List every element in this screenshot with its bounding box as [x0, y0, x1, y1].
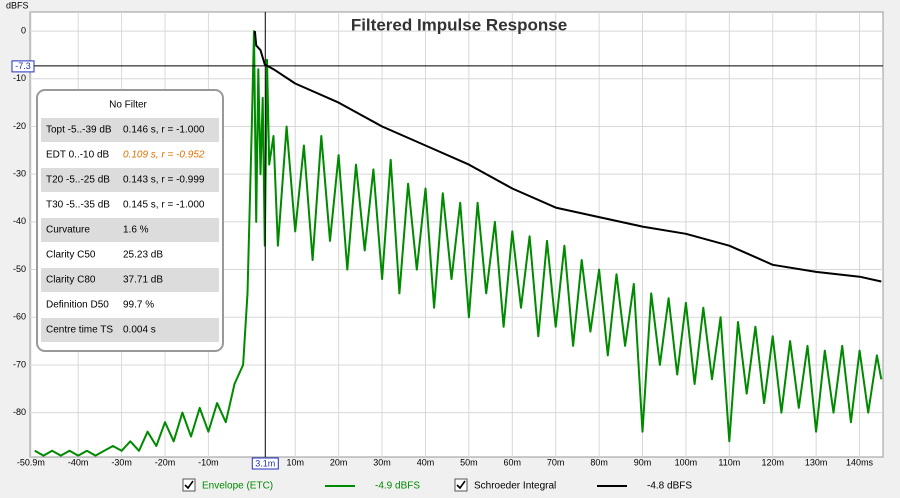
legend-readout: -4.9 dBFS	[375, 481, 420, 492]
y-tick-label: -20	[13, 121, 26, 131]
x-tick-label: 130m	[805, 457, 828, 467]
grid	[30, 12, 883, 457]
row-value: 0.145 s, r = -1.000	[123, 200, 205, 211]
x-tick-label: 10m	[286, 457, 304, 467]
legend-checkbox[interactable]	[182, 478, 196, 492]
legend-label: Envelope (ETC)	[202, 481, 273, 492]
row-label: T20 -5..-25 dB	[46, 175, 110, 186]
row-value: 37.71 dB	[123, 275, 163, 286]
table-title: No Filter	[109, 100, 147, 111]
y-tick-label: -60	[13, 312, 26, 322]
y-tick-label: 0	[21, 25, 26, 35]
row-value: 0.004 s	[123, 325, 156, 336]
x-tick-label: 20m	[330, 457, 348, 467]
cursor-x-box	[251, 457, 279, 470]
row-label: Definition D50	[46, 300, 109, 311]
row-label: Clarity C50	[46, 250, 96, 261]
x-tick-label: -30m	[111, 457, 132, 467]
x-tick-label: -10m	[198, 457, 219, 467]
x-tick-label: -40m	[68, 457, 89, 467]
legend-label: Schroeder Integral	[474, 481, 556, 492]
series-line	[34, 30, 883, 457]
x-tick-label: 110m	[718, 457, 740, 467]
row-value: 0.109 s, r = -0.952	[123, 150, 205, 161]
table-row-bg	[41, 168, 219, 192]
legend-check	[184, 480, 194, 490]
x-tick-label: -50.9m	[17, 457, 45, 467]
legend-check	[456, 480, 466, 490]
x-tick-label: 50m	[460, 457, 478, 467]
table-row-bg	[41, 268, 219, 292]
results-table: No Filter Topt -5..-39 dB 0.146 s, r = -1.…	[36, 89, 224, 352]
y-tick-label: -10	[13, 73, 26, 83]
x-tick-label: 60m	[504, 457, 522, 467]
row-value: 0.143 s, r = -0.999	[123, 175, 205, 186]
table-row-bg	[41, 218, 219, 242]
x-tick-label: 80m	[590, 457, 608, 467]
row-label: Topt -5..-39 dB	[46, 125, 112, 136]
x-tick-label: 120m	[761, 457, 784, 467]
row-value: 1.6 %	[123, 225, 149, 236]
y-tick-label: -50	[13, 264, 26, 274]
row-value: 25.23 dB	[123, 250, 163, 261]
x-tick-label: 90m	[634, 457, 652, 467]
cursor-x-label: 3.1m	[255, 458, 275, 468]
legend: Envelope (ETC) -4.9 dBFS Schroeder Integra…	[182, 478, 692, 492]
y-tick-label: -30	[13, 169, 26, 179]
x-tick-label: 70m	[547, 457, 565, 467]
legend-checkbox[interactable]	[454, 478, 468, 492]
cursor-y-box	[11, 60, 35, 73]
x-tick-label: 30m	[373, 457, 391, 467]
x-tick-label: -20m	[155, 457, 176, 467]
y-tick-label: -40	[13, 216, 26, 226]
x-tick-label: 40m	[417, 457, 435, 467]
legend-readout: -4.8 dBFS	[647, 481, 692, 492]
x-tick-label: 140ms	[846, 457, 874, 467]
x-tick-label: 100m	[675, 457, 698, 467]
row-label: EDT 0..-10 dB	[46, 150, 110, 161]
y-tick-label: -80	[13, 407, 26, 417]
chart-title: Filtered Impulse Response	[351, 15, 567, 34]
row-label: Clarity C80	[46, 275, 96, 286]
y-axis-label: dBFS	[6, 0, 29, 10]
row-value: 0.146 s, r = -1.000	[123, 125, 205, 136]
table-row-bg	[41, 118, 219, 142]
row-value: 99.7 %	[123, 300, 154, 311]
cursor-y-label: -7.3	[15, 61, 31, 71]
y-tick-label: -70	[13, 359, 26, 369]
row-label: Curvature	[46, 225, 90, 236]
row-label: Centre time TS	[46, 325, 113, 336]
table-row-bg	[41, 318, 219, 342]
row-label: T30 -5..-35 dB	[46, 200, 110, 211]
